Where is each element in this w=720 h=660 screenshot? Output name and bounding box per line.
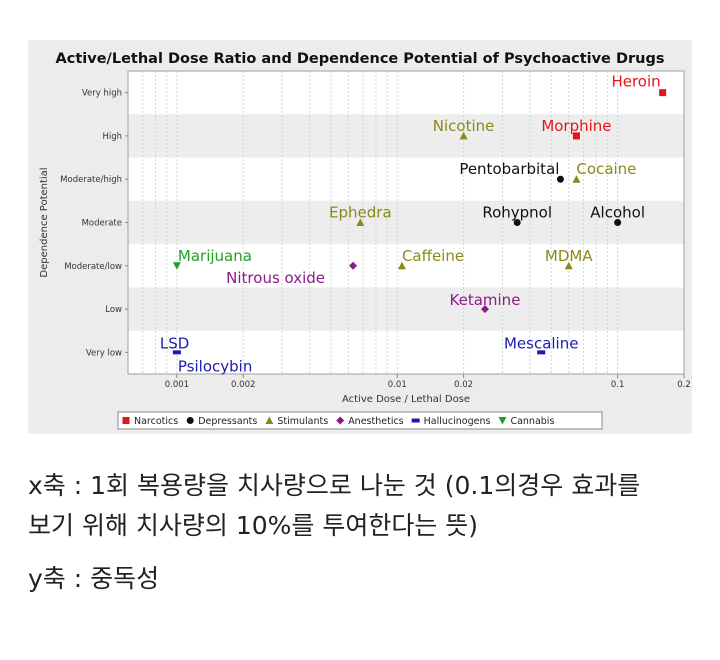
legend-marker-narcotics bbox=[122, 417, 130, 424]
chart-panel: Active/Lethal Dose Ratio and Dependence … bbox=[28, 40, 692, 434]
point-nitrous-oxide bbox=[349, 261, 358, 270]
point-cocaine bbox=[572, 175, 581, 183]
x-tick-label: 0.02 bbox=[454, 380, 473, 390]
x-tick-label: 0.001 bbox=[165, 380, 189, 390]
point-label-nicotine: Nicotine bbox=[433, 117, 495, 135]
point-mescaline bbox=[537, 350, 546, 355]
point-label-lsd: LSD bbox=[160, 334, 189, 352]
legend-label-anesthetics: Anesthetics bbox=[348, 416, 403, 427]
x-tick-label: 0.002 bbox=[231, 380, 255, 390]
point-label-mdma: MDMA bbox=[545, 247, 593, 265]
point-label-cocaine: Cocaine bbox=[576, 160, 636, 178]
point-label-rohypnol: Rohypnol bbox=[482, 204, 552, 222]
caption-y-axis: y축 : 중독성 bbox=[28, 564, 160, 593]
y-tick-label: Very low bbox=[86, 348, 122, 358]
y-tick-label: High bbox=[102, 132, 122, 142]
point-label-mescaline: Mescaline bbox=[504, 334, 579, 352]
legend-label-narcotics: Narcotics bbox=[134, 416, 178, 427]
point-alcohol bbox=[614, 219, 622, 226]
point-ketamine bbox=[480, 305, 489, 314]
y-tick-label: Moderate/low bbox=[64, 262, 122, 272]
x-axis-label: Active Dose / Lethal Dose bbox=[342, 394, 470, 405]
chart-title: Active/Lethal Dose Ratio and Dependence … bbox=[56, 51, 665, 67]
point-pentobarbital bbox=[556, 175, 564, 183]
point-nicotine bbox=[459, 131, 468, 140]
point-mdma bbox=[564, 261, 573, 270]
x-tick-label: 0.01 bbox=[388, 380, 407, 390]
point-label-caffeine: Caffeine bbox=[402, 247, 464, 265]
legend-marker-stimulants bbox=[265, 416, 274, 424]
legend-marker-depressants bbox=[186, 417, 194, 424]
y-tick-label: Very high bbox=[82, 89, 122, 99]
legend-label-hallucinogens: Hallucinogens bbox=[424, 416, 491, 427]
y-axis-label: Dependence Potential bbox=[39, 167, 50, 277]
scatter-chart: Active/Lethal Dose Ratio and Dependence … bbox=[39, 51, 691, 430]
point-marijuana bbox=[172, 262, 181, 270]
point-morphine bbox=[572, 132, 580, 140]
point-label-pentobarbital: Pentobarbital bbox=[459, 160, 559, 178]
point-label-ephedra: Ephedra bbox=[329, 204, 392, 222]
y-tick-label: Moderate bbox=[82, 219, 122, 229]
legend-label-cannabis: Cannabis bbox=[510, 416, 554, 427]
category-band bbox=[128, 287, 684, 331]
legend-marker-anesthetics bbox=[336, 416, 345, 425]
point-label-morphine: Morphine bbox=[541, 117, 611, 135]
caption-x-axis-line-2: 보기 위해 치사량의 10%를 투여한다는 뜻) bbox=[28, 511, 479, 540]
legend-marker-hallucinogens bbox=[411, 418, 420, 423]
x-tick-label: 0.1 bbox=[611, 380, 625, 390]
point-label-heroin: Heroin bbox=[611, 73, 660, 91]
point-label-marijuana: Marijuana bbox=[178, 247, 252, 265]
point-heroin bbox=[659, 89, 667, 97]
caption-x-axis-line-1: x축 : 1회 복용량을 치사량으로 나눈 것 (0.1의경우 효과를 bbox=[28, 471, 641, 500]
point-rohypnol bbox=[513, 219, 521, 226]
point-label-alcohol: Alcohol bbox=[590, 204, 645, 222]
x-tick-label: 0.2 bbox=[677, 380, 691, 390]
point-label-psilocybin: Psilocybin bbox=[178, 357, 252, 375]
point-label-nitrous-oxide: Nitrous oxide bbox=[226, 269, 325, 287]
legend bbox=[117, 411, 603, 430]
category-band bbox=[128, 114, 684, 158]
point-ephedra bbox=[356, 218, 365, 226]
category-band bbox=[128, 200, 684, 245]
legend-label-stimulants: Stimulants bbox=[277, 416, 328, 427]
y-tick-label: Low bbox=[105, 305, 122, 315]
legend-label-depressants: Depressants bbox=[198, 416, 257, 427]
point-label-ketamine: Ketamine bbox=[450, 291, 521, 309]
legend-marker-cannabis bbox=[498, 417, 507, 425]
y-tick-label: Moderate/high bbox=[60, 175, 122, 185]
point-caffeine bbox=[397, 261, 406, 270]
point-lsd bbox=[172, 350, 181, 355]
